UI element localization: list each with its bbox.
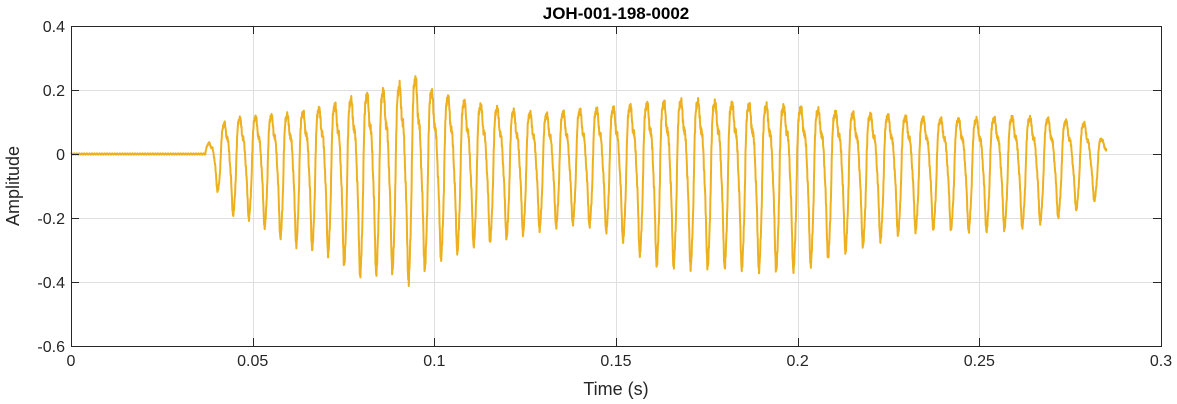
y-tick-label: -0.2 <box>37 211 65 228</box>
y-tick-label: 0.2 <box>43 83 65 100</box>
x-tick-label: 0.2 <box>787 353 809 370</box>
x-tick-label: 0 <box>67 353 76 370</box>
x-axis-label: Time (s) <box>583 379 648 399</box>
y-axis-label: Amplitude <box>3 146 23 226</box>
y-axis-ticks: -0.6 -0.4 -0.2 0 0.2 0.4 <box>37 19 1161 356</box>
x-tick-label: 0.25 <box>964 353 995 370</box>
x-axis-ticks: 0 0.05 0.1 0.15 0.2 0.25 0.3 <box>67 26 1172 370</box>
x-tick-label: 0.1 <box>423 353 445 370</box>
x-tick-label: 0.05 <box>237 353 268 370</box>
x-tick-label: 0.3 <box>1150 353 1172 370</box>
y-tick-label: 0.4 <box>43 19 65 36</box>
y-tick-label: 0 <box>56 147 65 164</box>
y-tick-label: -0.6 <box>37 339 65 356</box>
waveform-series <box>70 75 1108 287</box>
y-tick-label: -0.4 <box>37 275 65 292</box>
x-tick-label: 0.15 <box>600 353 631 370</box>
chart-title: JOH-001-198-0002 <box>543 4 689 23</box>
